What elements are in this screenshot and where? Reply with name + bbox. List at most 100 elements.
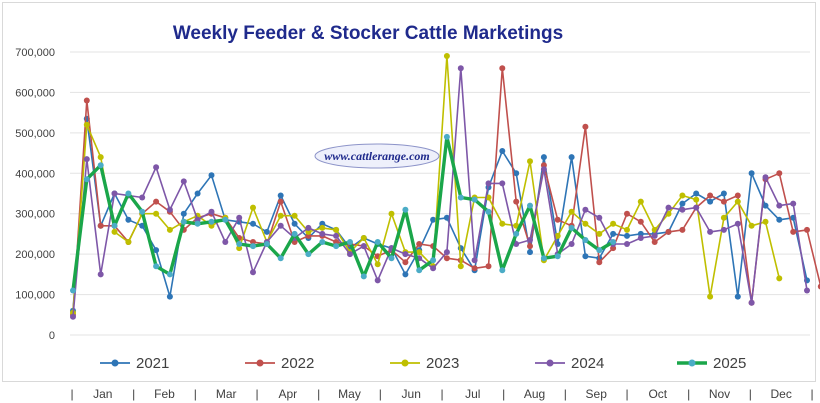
data-point <box>388 210 395 217</box>
data-point <box>416 241 423 247</box>
data-point <box>180 178 187 185</box>
month-label: Apr <box>278 387 297 401</box>
data-point <box>111 222 118 229</box>
data-point <box>540 255 547 262</box>
data-point <box>817 283 820 290</box>
data-point <box>111 228 118 235</box>
data-point <box>596 214 603 221</box>
data-point <box>263 241 270 247</box>
data-point <box>637 218 644 225</box>
data-point <box>236 245 243 252</box>
data-point <box>277 212 284 219</box>
data-point <box>125 216 132 223</box>
month-label: Oct <box>648 387 667 401</box>
data-point <box>457 194 464 201</box>
data-point <box>582 123 589 130</box>
data-point <box>347 239 353 245</box>
data-point <box>679 200 686 207</box>
data-point <box>707 192 714 199</box>
data-point <box>651 239 658 245</box>
data-point <box>194 190 201 197</box>
series-2025 <box>70 133 617 294</box>
legend-swatch-marker <box>546 359 554 367</box>
data-point <box>762 218 769 225</box>
data-point <box>804 226 810 233</box>
y-axis-labels: 0 100,000 200,000 300,000 400,000 500,000 600,… <box>15 47 55 342</box>
month-label: Dec <box>771 387 792 401</box>
data-point <box>471 265 478 272</box>
data-point <box>720 190 727 197</box>
data-point <box>416 267 423 274</box>
data-point <box>762 202 769 209</box>
data-point <box>374 277 381 284</box>
month-separator: | <box>810 387 813 401</box>
data-point <box>70 313 76 320</box>
data-point <box>624 232 630 239</box>
data-point <box>720 214 727 221</box>
data-point <box>804 287 810 294</box>
data-point <box>720 226 727 233</box>
month-separator: | <box>132 387 135 401</box>
data-point <box>610 245 617 252</box>
data-point <box>582 237 589 243</box>
month-separator: | <box>564 387 567 401</box>
data-point <box>97 154 104 161</box>
legend-swatch-marker <box>688 359 696 367</box>
data-point <box>333 232 340 239</box>
legend-item-2024: 2024 <box>535 355 604 372</box>
data-point <box>83 121 90 128</box>
month-label: Jun <box>402 387 421 401</box>
series-line-2025 <box>71 135 614 291</box>
data-point <box>582 206 589 213</box>
data-point <box>125 239 132 245</box>
data-point <box>402 271 409 278</box>
data-point <box>139 194 146 201</box>
data-point <box>624 210 630 217</box>
data-point <box>568 224 575 231</box>
data-point <box>485 263 492 270</box>
legend-item-2023: 2023 <box>390 355 459 372</box>
data-point <box>125 190 132 197</box>
data-point <box>637 235 644 241</box>
data-point <box>360 243 367 250</box>
data-point <box>430 265 437 272</box>
data-point <box>166 293 173 300</box>
data-point <box>305 251 312 258</box>
data-point <box>637 230 644 237</box>
data-point <box>679 206 686 213</box>
data-point <box>499 148 506 154</box>
data-point <box>374 239 381 245</box>
data-point <box>443 249 450 256</box>
data-point <box>97 222 104 229</box>
data-point <box>471 257 478 264</box>
data-point <box>250 239 256 245</box>
data-point <box>347 251 353 258</box>
data-point <box>554 216 561 223</box>
data-point <box>166 206 173 213</box>
data-point <box>153 164 160 171</box>
data-point <box>513 170 520 177</box>
y-tick-label: 0 <box>49 330 55 342</box>
data-point <box>596 259 603 266</box>
data-point <box>374 261 381 268</box>
data-point <box>776 216 783 223</box>
data-point <box>139 208 146 215</box>
data-point <box>83 156 90 163</box>
data-point <box>748 222 755 229</box>
data-point <box>333 239 340 245</box>
data-point <box>208 218 215 225</box>
data-point <box>83 97 90 104</box>
data-point <box>527 202 533 209</box>
data-point <box>83 176 90 183</box>
data-point <box>679 226 686 233</box>
data-point <box>499 65 506 72</box>
legend-item-2021: 2021 <box>100 355 169 372</box>
data-point <box>624 226 630 233</box>
y-tick-label: 600,000 <box>15 87 55 99</box>
data-point <box>707 293 714 300</box>
y-tick-label: 100,000 <box>15 290 55 302</box>
data-point <box>471 196 478 203</box>
data-point <box>153 247 160 254</box>
data-point <box>250 220 256 227</box>
month-label: Jan <box>93 387 112 401</box>
